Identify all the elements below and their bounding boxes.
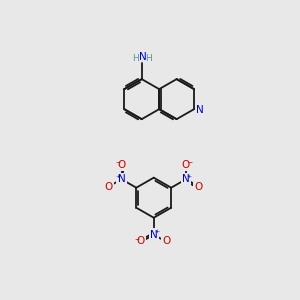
Text: N: N [139,52,146,61]
Text: −: − [187,160,193,165]
Text: O: O [105,182,113,191]
Text: −: − [134,236,140,242]
Text: −: − [115,160,120,165]
Text: O: O [182,160,190,170]
Text: H: H [132,54,139,63]
Text: +: + [186,174,192,178]
Text: N: N [182,174,190,184]
Text: +: + [154,229,160,234]
Text: H: H [145,54,152,63]
Text: N: N [118,174,125,184]
Text: O: O [195,182,203,191]
Text: +: + [116,174,121,178]
Text: N: N [196,105,204,115]
Text: O: O [162,236,171,246]
Text: N: N [150,230,158,240]
Text: O: O [137,236,145,246]
Text: O: O [117,160,126,170]
